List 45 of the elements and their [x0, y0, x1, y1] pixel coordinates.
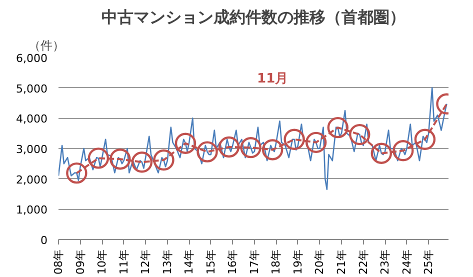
y-tick-label: 3,000: [16, 143, 48, 156]
x-tick-label: 23年: [378, 249, 392, 274]
point: [196, 141, 218, 162]
point: [327, 116, 348, 138]
point: [349, 124, 370, 146]
x-tick-label: 19年: [291, 249, 304, 274]
y-tick-label: 6,000: [16, 52, 48, 65]
x-tick-label: 13年: [160, 249, 174, 274]
x-tick-label: 15年: [204, 249, 218, 274]
y-tick-label: 0: [40, 234, 48, 247]
y-tick-label: 2,000: [16, 173, 48, 186]
point: [174, 132, 196, 154]
y-tick-label: 1,000: [16, 204, 48, 217]
x-tick-label: 16年: [226, 249, 240, 274]
x-tick-label: 14年: [182, 249, 196, 274]
text: 11月: [257, 72, 288, 87]
point: [88, 148, 110, 169]
y-tick-label: 5,000: [16, 82, 48, 96]
x-tick-label: 24年: [400, 249, 414, 274]
chart-title: 中古マンション成約件数の推移（首都圏）: [102, 8, 406, 26]
x-tick-label: 25年: [422, 249, 436, 274]
point: [110, 148, 131, 170]
x-tick-label: 17年: [248, 249, 261, 274]
point: [240, 137, 262, 158]
point: [392, 140, 414, 162]
point: [218, 136, 240, 158]
point: [131, 152, 153, 173]
point: [262, 139, 284, 160]
point: [284, 128, 305, 150]
x-tick-label: 12年: [139, 249, 152, 274]
x-tick-label: 11年: [117, 249, 130, 274]
x-tick-label: 08年: [52, 249, 65, 274]
x-tick-label: 20年: [313, 249, 326, 274]
y-axis-title: （件）: [28, 38, 64, 52]
point: [370, 142, 392, 164]
x-tick-label: 21年: [335, 249, 348, 274]
x-tick-label: 22年: [356, 249, 370, 274]
point: [66, 162, 88, 184]
point: [414, 128, 436, 150]
point: [305, 132, 327, 154]
x-tick-label: 10年: [96, 249, 109, 274]
x-tick-label: 18年: [270, 249, 283, 274]
y-tick-label: 4,000: [16, 112, 48, 126]
point: [153, 149, 174, 171]
x-tick-label: 09年: [74, 249, 87, 274]
